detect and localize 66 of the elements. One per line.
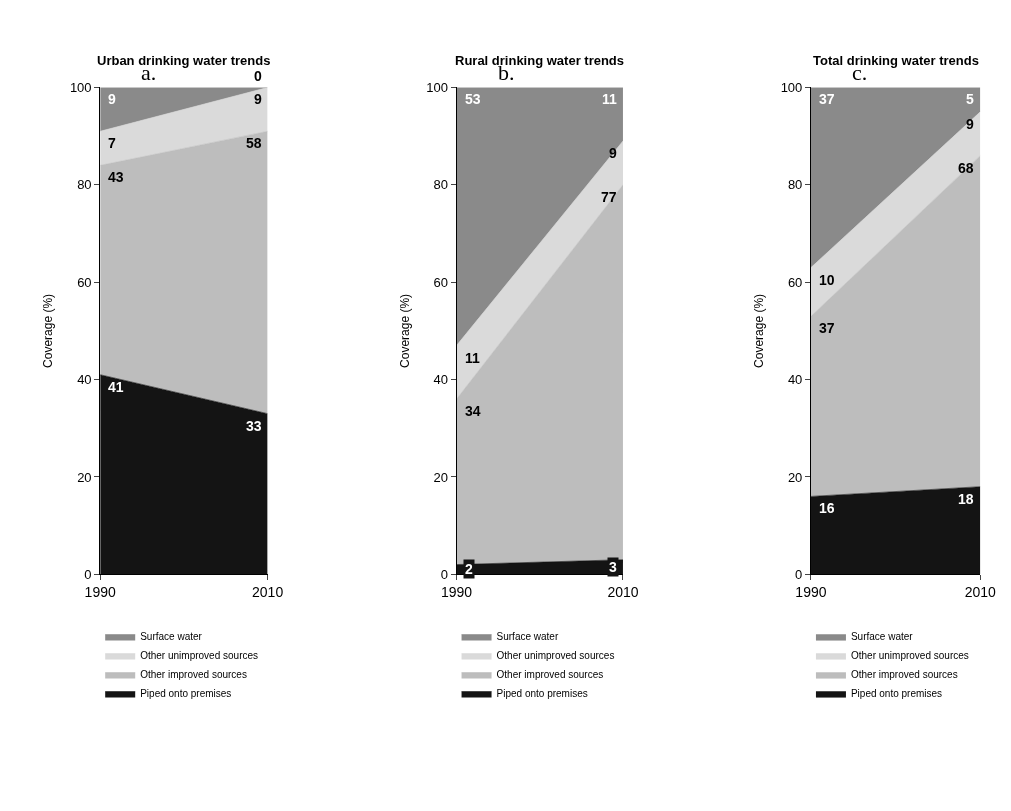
legend-label: Piped onto premises: [140, 688, 232, 700]
data-label: 11: [465, 350, 481, 366]
chart-title: Rural drinking water trends: [455, 53, 625, 68]
data-label: 2: [465, 561, 473, 577]
legend-label: Piped onto premises: [850, 688, 943, 700]
y-tick-label: 40: [787, 372, 803, 388]
y-tick-label: 0: [84, 566, 92, 582]
legend-label: Other unimproved sources: [140, 650, 259, 662]
y-tick-label: 60: [787, 274, 803, 290]
data-label: 3: [609, 559, 617, 575]
data-label: 10: [819, 272, 835, 288]
y-tick-label: 60: [433, 274, 448, 290]
legend-label: Other unimproved sources: [850, 650, 969, 662]
y-tick-label: 80: [787, 177, 803, 193]
data-label: 9: [966, 116, 974, 132]
y-tick-label: 40: [77, 372, 92, 388]
y-tick-label: 0: [440, 566, 448, 582]
legend-label: Piped onto premises: [496, 688, 588, 700]
data-label: 9: [254, 91, 262, 107]
data-label: 43: [108, 169, 124, 185]
x-tick-label: 1990: [795, 584, 827, 601]
y-tick-label: 20: [77, 469, 92, 485]
data-label: 7: [108, 135, 116, 151]
data-label: 37: [819, 91, 835, 107]
data-label: 18: [958, 491, 974, 507]
data-label: 34: [465, 403, 481, 419]
data-label: 33: [246, 418, 262, 434]
y-tick-label: 100: [780, 80, 803, 96]
data-label: 0: [254, 68, 262, 84]
x-tick-label: 2010: [607, 584, 639, 601]
y-tick-label: 100: [426, 80, 448, 96]
y-tick-label: 80: [77, 177, 92, 193]
data-label: 11: [602, 91, 618, 107]
data-label: 9: [108, 91, 116, 107]
data-label: 16: [819, 500, 835, 516]
data-label: 68: [958, 160, 974, 176]
x-tick-label: 2010: [252, 584, 284, 601]
chart-title: Urban drinking water trends: [97, 53, 271, 68]
y-tick-label: 20: [433, 469, 448, 485]
legend-label: Other unimproved sources: [496, 650, 615, 662]
y-tick-label: 0: [795, 566, 803, 582]
y-tick-label: 20: [787, 469, 803, 485]
legend-label: Surface water: [850, 631, 914, 643]
y-axis-title: Coverage (%): [397, 293, 412, 368]
x-tick-label: 2010: [964, 584, 997, 601]
data-label: 37: [819, 320, 835, 336]
data-label: 9: [609, 145, 617, 161]
legend-label: Surface water: [496, 631, 559, 643]
y-axis-title: Coverage (%): [41, 293, 56, 368]
legend-label: Other improved sources: [140, 669, 247, 681]
y-tick-label: 80: [433, 177, 448, 193]
data-label: 53: [465, 91, 481, 107]
data-label: 5: [966, 91, 974, 107]
y-tick-label: 100: [69, 80, 92, 96]
y-axis-title: Coverage (%): [751, 293, 766, 368]
y-tick-label: 60: [77, 274, 92, 290]
data-label: 77: [601, 189, 617, 205]
x-tick-label: 1990: [440, 584, 473, 601]
data-label: 41: [108, 379, 124, 395]
legend-label: Other improved sources: [496, 669, 604, 681]
y-tick-label: 40: [433, 372, 448, 388]
x-tick-label: 1990: [84, 584, 116, 601]
data-label: 58: [246, 135, 262, 151]
legend-label: Surface water: [140, 631, 203, 643]
legend-label: Other improved sources: [850, 669, 958, 681]
chart-title: Total drinking water trends: [813, 53, 979, 68]
